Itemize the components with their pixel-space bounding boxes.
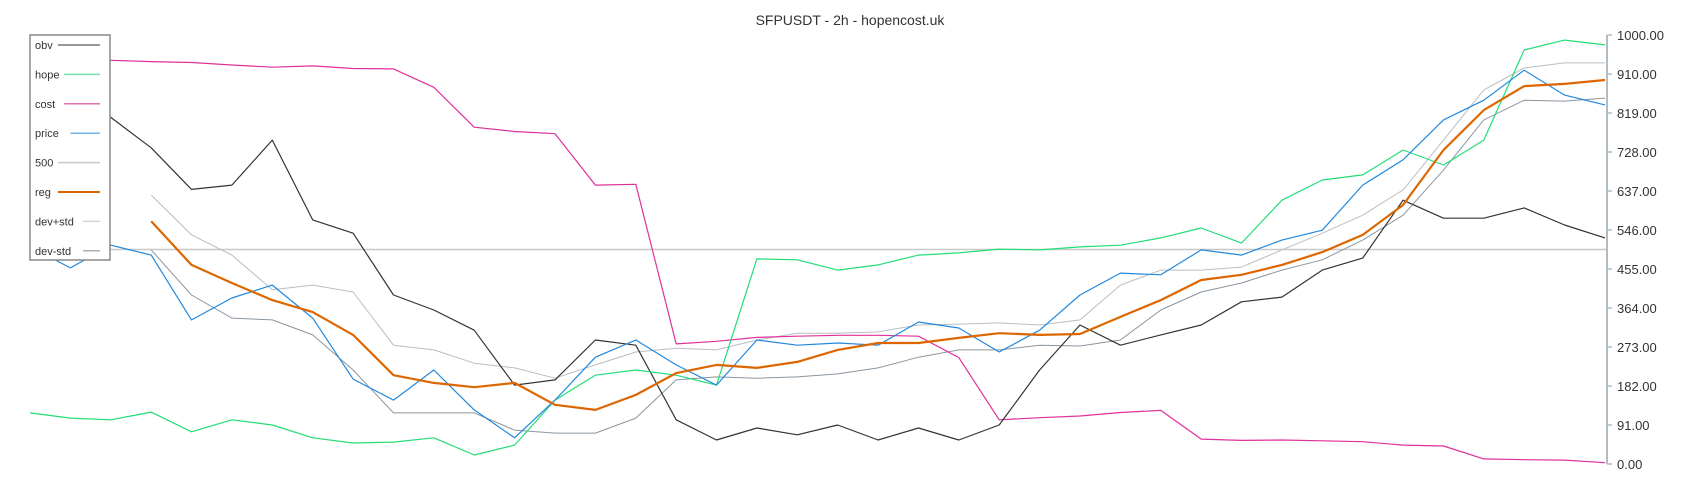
y-tick-label: 364.00 (1617, 301, 1657, 316)
legend: obv hope cost price 500 reg dev+std dev-std (29, 34, 111, 261)
legend-item-obv[interactable]: obv (35, 40, 100, 52)
legend-label: hope (35, 69, 59, 81)
legend-item-dev-std[interactable]: dev-std (35, 246, 100, 258)
series-line-price (29, 69, 1606, 439)
legend-item-hope[interactable]: hope (35, 69, 100, 81)
series-line-obv (29, 104, 1606, 441)
y-tick-label: 637.00 (1617, 184, 1657, 199)
chart-title: SFPUSDT - 2h - hopencost.uk (756, 12, 946, 28)
series-line-dev-std (150, 62, 1605, 379)
y-tick-label: 455.00 (1617, 262, 1657, 277)
legend-item-price[interactable]: price (35, 128, 100, 140)
legend-item-500[interactable]: 500 (35, 158, 100, 170)
legend-label: cost (35, 99, 55, 111)
y-tick-label: 273.00 (1617, 340, 1657, 355)
legend-label: 500 (35, 158, 53, 170)
y-tick-label: 91.00 (1617, 418, 1650, 433)
legend-item-dev-std[interactable]: dev+std (35, 216, 100, 228)
plot-area (29, 39, 1607, 464)
series-line-hope (29, 39, 1606, 456)
y-axis: 0.00 91.00 182.00 273.00 364.00 455.00 546.00 6… (1606, 28, 1664, 472)
legend-label: dev+std (35, 216, 74, 228)
y-tick-label: 182.00 (1617, 379, 1657, 394)
legend-item-cost[interactable]: cost (35, 99, 100, 111)
series-line-dev-std (150, 97, 1606, 434)
legend-label: dev-std (35, 246, 71, 258)
legend-label: price (35, 128, 59, 140)
legend-item-reg[interactable]: reg (35, 187, 100, 199)
y-tick-label: 0.00 (1617, 457, 1642, 472)
series-line-reg (150, 78, 1606, 411)
y-tick-label: 546.00 (1617, 223, 1657, 238)
y-tick-label: 1000.00 (1617, 28, 1664, 43)
legend-box (29, 34, 111, 261)
legend-label: obv (35, 40, 53, 52)
y-tick-label: 910.00 (1617, 67, 1657, 82)
series-line-cost (29, 57, 1606, 464)
y-tick-label: 819.00 (1617, 106, 1657, 121)
y-tick-label: 728.00 (1617, 145, 1657, 160)
legend-label: reg (35, 187, 51, 199)
